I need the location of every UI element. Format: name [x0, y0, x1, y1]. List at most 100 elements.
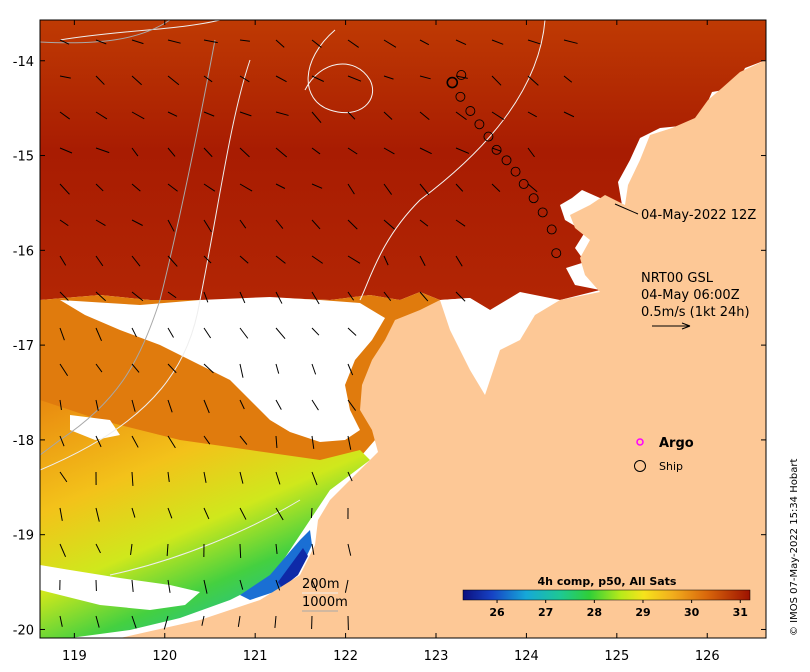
current-vector: [275, 39, 285, 48]
ship-position: [474, 119, 485, 130]
current-vector: [275, 111, 289, 116]
current-vector: [275, 471, 281, 485]
current-vector: [59, 543, 67, 558]
current-vector: [347, 471, 353, 482]
x-tick-label: 123: [424, 649, 449, 664]
current-vector: [166, 543, 169, 557]
y-tick-label: -15: [13, 150, 34, 165]
ship-position: [546, 224, 557, 235]
cold-coastal-band: [240, 530, 312, 600]
current-vector: [167, 363, 177, 374]
current-vector: [419, 291, 429, 302]
x-tick-label: 119: [62, 649, 87, 664]
current-vector: [275, 183, 286, 189]
current-vector: [203, 39, 218, 44]
current-vector: [419, 255, 426, 266]
current-vector: [527, 75, 539, 86]
current-vector: [275, 399, 282, 410]
current-vector: [455, 111, 467, 121]
current-vector: [59, 291, 69, 301]
current-vector: [455, 291, 466, 302]
colorbar-ticks: 26 27 28 29 30 31: [489, 600, 748, 619]
current-vector: [131, 435, 139, 448]
current-vector: [275, 147, 288, 158]
kimberley-coast: [120, 60, 766, 638]
current-vector: [167, 183, 178, 192]
current-vector: [131, 291, 144, 302]
current-vector: [131, 363, 140, 373]
y-tick-label: -14: [13, 55, 34, 70]
x-tick-label: 121: [243, 649, 268, 664]
current-vector: [311, 543, 315, 555]
current-vector: [419, 75, 431, 80]
current-vector: [347, 75, 362, 82]
current-vector: [347, 363, 354, 376]
x-tick-label: 120: [152, 649, 177, 664]
current-vector: [491, 75, 502, 86]
current-vector: [59, 39, 70, 45]
current-vector: [563, 39, 578, 44]
current-vector: [275, 75, 287, 83]
current-vector: [344, 579, 349, 593]
ship-time-leader: [614, 203, 639, 215]
current-vector: [95, 399, 99, 411]
colorbar-tick-label: 30: [684, 606, 700, 619]
current-vector: [239, 579, 244, 590]
current-vector: [131, 39, 144, 45]
isobath-1000m-label: 1000m: [302, 595, 348, 610]
cloud-mask-west: [70, 415, 120, 440]
current-vector: [95, 615, 100, 628]
current-vector: [167, 39, 181, 44]
current-vector: [167, 219, 175, 232]
argo-label: Argo: [659, 436, 694, 451]
current-vector: [491, 39, 504, 45]
current-vector: [275, 219, 284, 229]
current-vector: [131, 75, 142, 86]
current-vector: [203, 111, 215, 117]
current-vector: [419, 39, 430, 46]
current-scale-label: 0.5m/s (1kt 24h): [641, 305, 750, 320]
current-vector: [95, 219, 106, 227]
current-vector: [131, 111, 145, 120]
current-vector: [167, 471, 170, 482]
isobath-1000m: [40, 20, 216, 456]
current-vector: [239, 39, 250, 42]
current-vector: [239, 327, 249, 339]
current-vector: [131, 219, 143, 226]
current-vector: [239, 183, 253, 192]
current-vector: [59, 615, 63, 627]
current-vector: [347, 255, 361, 264]
current-vector: [59, 471, 68, 483]
current-vector: [311, 435, 315, 449]
current-vector: [239, 435, 248, 445]
current-vector: [491, 147, 502, 152]
current-vector: [203, 471, 207, 483]
current-vector: [239, 219, 247, 229]
x-tick-label: 124: [514, 649, 539, 664]
current-vector: [95, 255, 104, 267]
current-vector: [203, 327, 212, 339]
current-vector: [163, 615, 169, 630]
cloud-mask-east: [432, 298, 510, 395]
current-vector: [203, 255, 212, 264]
current-vector: [239, 543, 242, 559]
isobath-shelf: [304, 20, 546, 301]
current-vector: [311, 183, 323, 189]
current-vector: [275, 363, 280, 374]
current-vector: [203, 507, 210, 520]
y-tick-label: -19: [13, 529, 34, 544]
current-vector: [59, 435, 65, 447]
current-vector: [203, 363, 214, 374]
current-vector: [59, 75, 71, 79]
current-vector: [383, 39, 397, 48]
current-vector: [274, 615, 277, 628]
current-vector: [203, 147, 213, 158]
current-vector: [563, 75, 573, 83]
current-vector: [275, 579, 281, 591]
x-tick-label: 125: [604, 649, 629, 664]
current-vector: [383, 291, 392, 302]
ship-position: [528, 193, 539, 204]
current-vector: [167, 579, 171, 593]
current-vector: [347, 219, 358, 230]
